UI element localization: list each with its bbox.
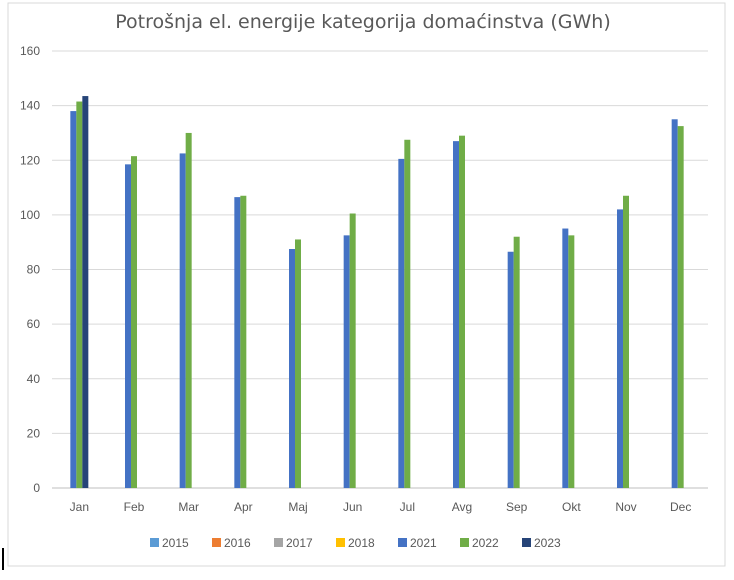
x-tick-label: Mar <box>178 500 199 514</box>
legend-label: 2021 <box>410 536 437 550</box>
legend-label: 2023 <box>534 536 561 550</box>
legend-swatch <box>212 538 221 547</box>
bar-2023-jan <box>82 96 89 489</box>
x-axis-ticks: Jan Feb Mar Apr Maj Jun Jul Avg Sep Okt Nov Dec <box>70 500 692 514</box>
bar-2021-feb <box>125 164 131 489</box>
x-tick-label: Nov <box>615 500 636 514</box>
x-tick-label: Feb <box>124 500 145 514</box>
bar-2022-okt <box>568 235 575 488</box>
x-tick-label: Dec <box>670 500 691 514</box>
bar-2021-okt <box>562 228 569 488</box>
bar-2021-mar <box>179 153 186 488</box>
bar-2021-sep <box>507 251 514 488</box>
legend-swatch <box>274 538 283 547</box>
bar-2021-apr <box>234 197 241 488</box>
y-tick-label: 120 <box>20 153 40 167</box>
bar-2022-jul <box>404 139 411 488</box>
bar-2021-jun <box>343 235 350 488</box>
legend-label: 2022 <box>472 536 499 550</box>
x-tick-label: Jun <box>343 500 362 514</box>
legend-swatch <box>150 538 159 547</box>
bar-2022-jan <box>76 101 83 488</box>
bar-2022-avg <box>459 135 465 488</box>
x-tick-label: Apr <box>234 500 253 514</box>
bar-2021-maj <box>289 249 295 488</box>
y-tick-label: 160 <box>20 44 40 58</box>
bar-2022-jun <box>349 213 356 488</box>
bar-2022-nov <box>623 195 629 488</box>
text-cursor <box>2 548 4 570</box>
bar-2021-jul <box>398 158 405 488</box>
x-tick-label: Maj <box>288 500 307 514</box>
bar-2021-dec <box>671 119 678 488</box>
legend-label: 2017 <box>286 536 313 550</box>
bars <box>70 96 684 489</box>
chart-title: Potrošnja el. energije kategorija domaći… <box>115 11 611 33</box>
y-tick-label: 100 <box>20 208 40 222</box>
bar-2022-sep <box>513 236 520 488</box>
legend: 2015 2016 2017 2018 2021 2022 2023 <box>150 536 561 550</box>
bar-2022-maj <box>295 239 301 488</box>
legend-swatch <box>336 538 345 547</box>
legend-swatch <box>398 538 407 547</box>
legend-label: 2015 <box>162 536 189 550</box>
x-tick-label: Jul <box>400 500 415 514</box>
bar-2021-avg <box>453 141 459 488</box>
legend-label: 2016 <box>224 536 251 550</box>
legend-swatch <box>460 538 469 547</box>
y-tick-label: 20 <box>27 426 41 440</box>
legend-label: 2018 <box>348 536 375 550</box>
gridlines <box>52 50 708 489</box>
legend-swatch <box>522 538 531 547</box>
bar-2022-dec <box>677 126 684 488</box>
bar-2022-feb <box>131 156 137 488</box>
y-axis-ticks: 0 20 40 60 80 100 120 140 160 <box>20 44 40 495</box>
y-tick-label: 60 <box>27 317 41 331</box>
bar-2022-mar <box>185 132 192 488</box>
bar-2022-apr <box>240 195 247 488</box>
y-tick-label: 0 <box>33 481 40 495</box>
x-tick-label: Okt <box>562 500 581 514</box>
y-tick-label: 80 <box>27 263 41 277</box>
bar-2021-jan <box>70 111 77 489</box>
y-tick-label: 40 <box>27 372 41 386</box>
y-tick-label: 140 <box>20 99 40 113</box>
x-tick-label: Sep <box>506 500 528 514</box>
bar-2021-nov <box>617 209 623 488</box>
x-tick-label: Avg <box>452 500 472 514</box>
x-tick-label: Jan <box>70 500 89 514</box>
